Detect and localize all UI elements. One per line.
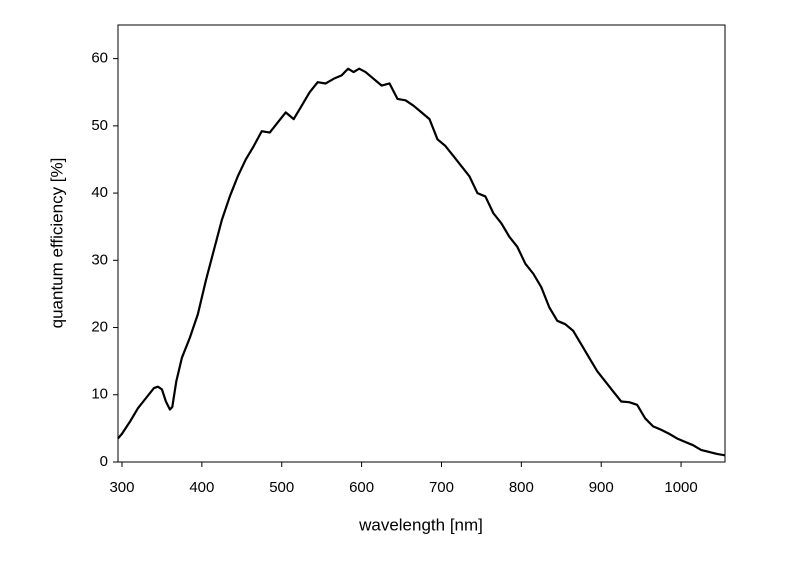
y-axis-title: quantum efficiency [%] <box>47 158 66 329</box>
x-axis-title: wavelength [nm] <box>358 515 483 534</box>
x-tick-label: 300 <box>109 479 134 496</box>
y-tick-label: 20 <box>91 319 108 336</box>
y-tick-label: 50 <box>91 117 108 134</box>
y-tick-label: 30 <box>91 251 108 268</box>
x-tick-label: 400 <box>189 479 214 496</box>
y-tick-label: 60 <box>91 50 108 67</box>
x-tick-label: 800 <box>509 479 534 496</box>
y-tick-label: 10 <box>91 386 108 403</box>
x-tick-label: 1000 <box>664 479 697 496</box>
x-tick-label: 500 <box>269 479 294 496</box>
x-tick-label: 700 <box>429 479 454 496</box>
data-line <box>117 67 726 457</box>
y-tick-label: 0 <box>100 453 108 470</box>
y-tick-label: 40 <box>91 184 108 201</box>
plot-frame <box>117 24 726 463</box>
x-tick-label: 600 <box>349 479 374 496</box>
x-tick-label: 900 <box>589 479 614 496</box>
